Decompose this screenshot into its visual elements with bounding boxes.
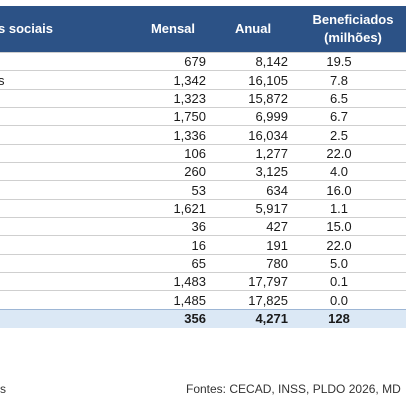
header-mensal: Mensal [134, 6, 212, 53]
row-name-cell [0, 235, 134, 255]
row-anual-cell: 15,872 [212, 88, 294, 108]
table-header-row: s sociais Mensal Anual Beneficiados (mil… [0, 6, 406, 53]
row-name-cell [0, 198, 134, 218]
row-anual-cell: 16,034 [212, 125, 294, 145]
table-row: 1,323 15,872 6.5 [0, 88, 406, 108]
row-mensal-cell: 53 [134, 180, 212, 200]
header-beneficiados: Beneficiados (milhões) [294, 6, 406, 53]
table-row: 106 1,277 22.0 [0, 143, 406, 163]
footer-source: Fontes: CECAD, INSS, PLDO 2026, MD [186, 382, 401, 396]
row-beneficiados-cell: 6.7 [294, 107, 406, 126]
row-mensal-cell: 1,323 [134, 88, 212, 108]
row-mensal-cell: 1,621 [134, 198, 212, 218]
row-name-cell [0, 125, 134, 145]
row-name-cell [0, 272, 134, 291]
table-row: 16 191 22.0 [0, 235, 406, 255]
benefits-table-container: s sociais Mensal Anual Beneficiados (mil… [0, 6, 406, 328]
row-beneficiados-cell: 22.0 [294, 235, 406, 255]
total-anual-cell: 4,271 [212, 308, 294, 328]
row-anual-cell: 634 [212, 180, 294, 200]
table-row: 260 3,125 4.0 [0, 162, 406, 181]
table-row: 1,485 17,825 0.0 [0, 290, 406, 310]
row-mensal-cell: 16 [134, 235, 212, 255]
row-beneficiados-cell: 4.0 [294, 162, 406, 181]
row-beneficiados-cell: 0.1 [294, 272, 406, 291]
row-name-cell: s [0, 70, 134, 90]
row-name-cell [0, 107, 134, 126]
row-anual-cell: 1,277 [212, 143, 294, 163]
header-name: s sociais [0, 6, 134, 53]
total-name-cell [0, 308, 134, 328]
row-mensal-cell: 36 [134, 217, 212, 236]
row-name-cell [0, 253, 134, 273]
footer-left-fragment: s [0, 382, 6, 396]
row-name-cell [0, 290, 134, 310]
total-beneficiados-cell: 128 [294, 308, 406, 328]
row-name-cell [0, 51, 134, 71]
row-mensal-cell: 1,485 [134, 290, 212, 310]
row-mensal-cell: 260 [134, 162, 212, 181]
row-mensal-cell: 1,750 [134, 107, 212, 126]
row-beneficiados-cell: 16.0 [294, 180, 406, 200]
header-beneficiados-unit: (milhões) [324, 30, 382, 45]
row-mensal-cell: 1,336 [134, 125, 212, 145]
table-row: 65 780 5.0 [0, 253, 406, 273]
row-anual-cell: 427 [212, 217, 294, 236]
row-mensal-cell: 1,342 [134, 70, 212, 90]
row-name-cell [0, 88, 134, 108]
row-name-cell [0, 162, 134, 181]
benefits-table: s sociais Mensal Anual Beneficiados (mil… [0, 6, 406, 328]
table-row: 53 634 16.0 [0, 180, 406, 200]
row-beneficiados-cell: 7.8 [294, 70, 406, 90]
total-mensal-cell: 356 [134, 308, 212, 328]
table-body: 6798,14219.5s1,34216,1057.81,32315,8726.… [0, 51, 406, 328]
row-name-cell [0, 180, 134, 200]
row-beneficiados-cell: 0.0 [294, 290, 406, 310]
row-beneficiados-cell: 22.0 [294, 143, 406, 163]
row-anual-cell: 191 [212, 235, 294, 255]
header-anual: Anual [212, 6, 294, 53]
total-row: 356 4,271 128 [0, 308, 406, 328]
table-row: 679 8,142 19.5 [0, 51, 406, 71]
table-row: 1,750 6,999 6.7 [0, 107, 406, 126]
row-name-cell [0, 143, 134, 163]
row-mensal-cell: 679 [134, 51, 212, 71]
row-anual-cell: 17,797 [212, 272, 294, 291]
row-mensal-cell: 1,483 [134, 272, 212, 291]
table-row: 1,483 17,797 0.1 [0, 272, 406, 291]
table-row: 1,336 16,034 2.5 [0, 125, 406, 145]
row-anual-cell: 17,825 [212, 290, 294, 310]
row-anual-cell: 6,999 [212, 107, 294, 126]
row-anual-cell: 8,142 [212, 51, 294, 71]
row-beneficiados-cell: 15.0 [294, 217, 406, 236]
row-beneficiados-cell: 1.1 [294, 198, 406, 218]
row-beneficiados-cell: 19.5 [294, 51, 406, 71]
row-name-cell [0, 217, 134, 236]
row-anual-cell: 16,105 [212, 70, 294, 90]
row-anual-cell: 5,917 [212, 198, 294, 218]
header-beneficiados-label: Beneficiados [312, 12, 394, 27]
row-anual-cell: 780 [212, 253, 294, 273]
row-anual-cell: 3,125 [212, 162, 294, 181]
row-beneficiados-cell: 6.5 [294, 88, 406, 108]
row-beneficiados-cell: 2.5 [294, 125, 406, 145]
table-row: 1,621 5,917 1.1 [0, 198, 406, 218]
table-row: 36 427 15.0 [0, 217, 406, 236]
row-mensal-cell: 65 [134, 253, 212, 273]
row-beneficiados-cell: 5.0 [294, 253, 406, 273]
row-mensal-cell: 106 [134, 143, 212, 163]
